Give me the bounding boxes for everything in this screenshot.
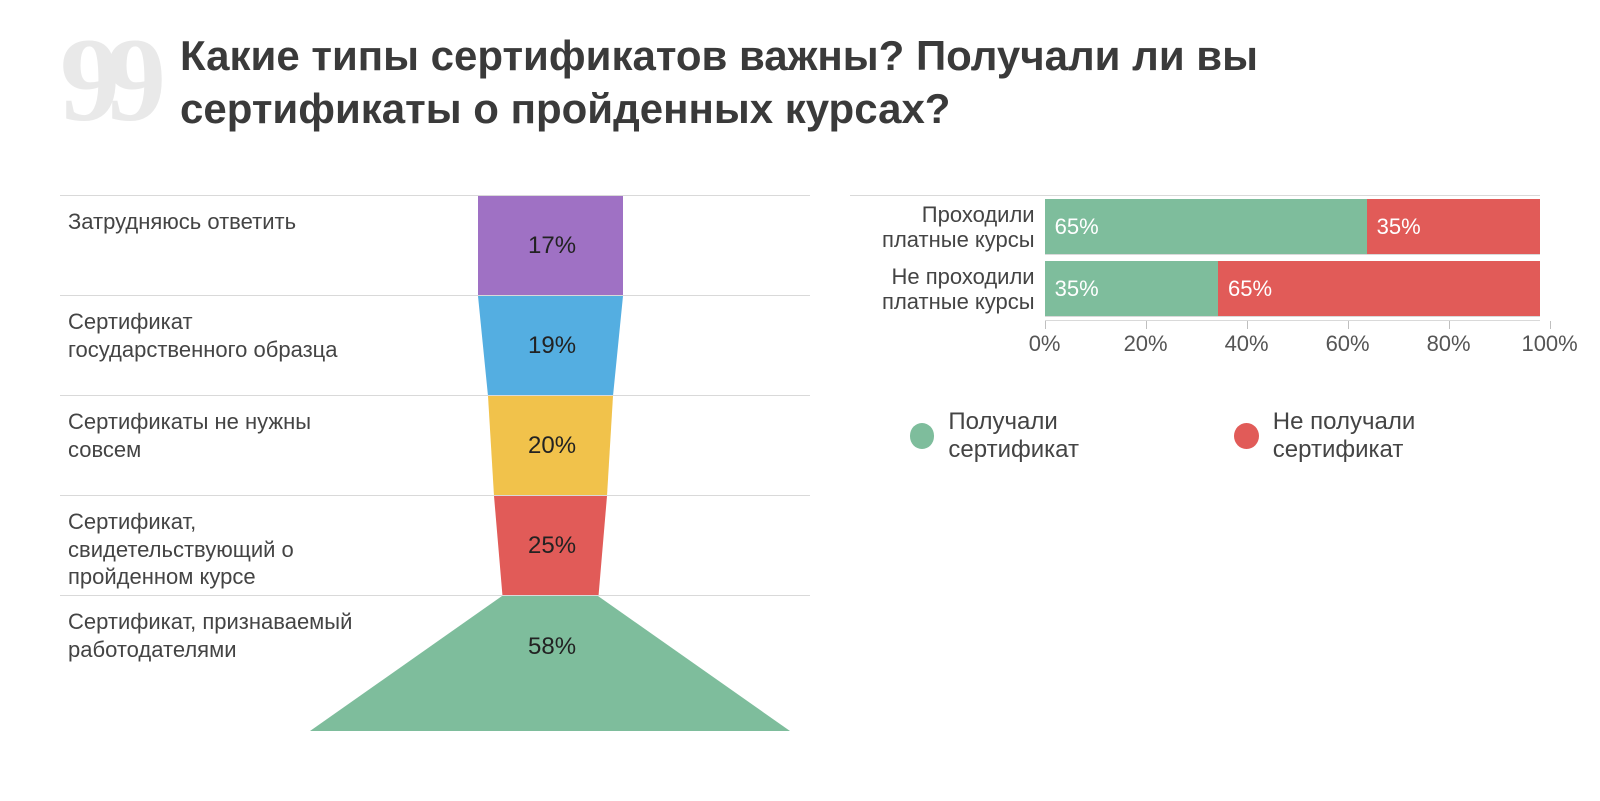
funnel-value: 19% — [528, 332, 576, 360]
segment-got: 65% — [1045, 199, 1367, 254]
axis-tick-label: 80% — [1427, 331, 1471, 357]
funnel-value: 17% — [528, 232, 576, 260]
stacked-bar-legend: Получали сертификат Не получали сертифика… — [910, 408, 1540, 464]
stacked-bar-axis: 0%20%40%60%80%100% — [1045, 320, 1540, 360]
funnel-value: 25% — [528, 532, 576, 560]
stacked-bar: 65%35% — [1045, 199, 1540, 255]
axis-tick-label: 40% — [1225, 331, 1269, 357]
funnel-row: Сертификаты не нужны совсем 20% — [60, 395, 810, 495]
axis-tick — [1247, 321, 1248, 329]
page: 99 Какие типы сертификатов важны? Получа… — [0, 0, 1600, 801]
legend-item: Получали сертификат — [910, 408, 1184, 464]
axis-tick — [1146, 321, 1147, 329]
stacked-row: Не проходили платные курсы35%65% — [850, 258, 1540, 320]
funnel-label: Сертификат государственного образца — [68, 308, 368, 363]
axis-tick-label: 100% — [1521, 331, 1577, 357]
axis-tick — [1348, 321, 1349, 329]
charts-container: Затрудняюсь ответить 17% Сертификат госуда… — [60, 195, 1540, 730]
stacked-row-label: Не проходили платные курсы — [850, 264, 1045, 315]
segment-not: 65% — [1218, 261, 1540, 316]
axis-tick — [1449, 321, 1450, 329]
axis-tick-label: 0% — [1029, 331, 1061, 357]
stacked-bar-rows: Проходили платные курсы65%35%Не проходил… — [850, 195, 1540, 320]
axis-tick — [1550, 321, 1551, 329]
funnel-segment — [310, 596, 790, 731]
legend-label: Получали сертификат — [948, 408, 1184, 464]
funnel-row: Сертификат государственного образца 19% — [60, 295, 810, 395]
funnel-row: Затрудняюсь ответить 17% — [60, 195, 810, 295]
stacked-row-label: Проходили платные курсы — [850, 202, 1045, 253]
funnel-value: 58% — [528, 633, 576, 661]
header: 99 Какие типы сертификатов важны? Получа… — [60, 30, 1540, 135]
stacked-bar-chart: Проходили платные курсы65%35%Не проходил… — [850, 195, 1540, 730]
funnel-label: Сертификат, свидетельствующий о пройденн… — [68, 508, 368, 591]
quote-icon: 99 — [60, 44, 152, 116]
axis-tick-label: 60% — [1326, 331, 1370, 357]
legend-swatch-icon — [910, 423, 935, 449]
legend-label: Не получали сертификат — [1273, 408, 1540, 464]
funnel-value: 20% — [528, 432, 576, 460]
funnel-label: Сертификаты не нужны совсем — [68, 408, 368, 463]
segment-not: 35% — [1367, 199, 1540, 254]
axis-tick — [1045, 321, 1046, 329]
page-title: Какие типы сертификатов важны? Получали … — [180, 30, 1440, 135]
legend-swatch-icon — [1234, 423, 1259, 449]
stacked-bar: 35%65% — [1045, 261, 1540, 317]
funnel-label: Затрудняюсь ответить — [68, 208, 296, 236]
segment-got: 35% — [1045, 261, 1218, 316]
axis-tick-label: 20% — [1124, 331, 1168, 357]
legend-item: Не получали сертификат — [1234, 408, 1540, 464]
funnel-row: Сертификат, признаваемый работодателями5… — [60, 595, 810, 730]
funnel-chart: Затрудняюсь ответить 17% Сертификат госуда… — [60, 195, 810, 730]
stacked-row: Проходили платные курсы65%35% — [850, 196, 1540, 258]
funnel-row: Сертификат, свидетельствующий о пройденн… — [60, 495, 810, 595]
